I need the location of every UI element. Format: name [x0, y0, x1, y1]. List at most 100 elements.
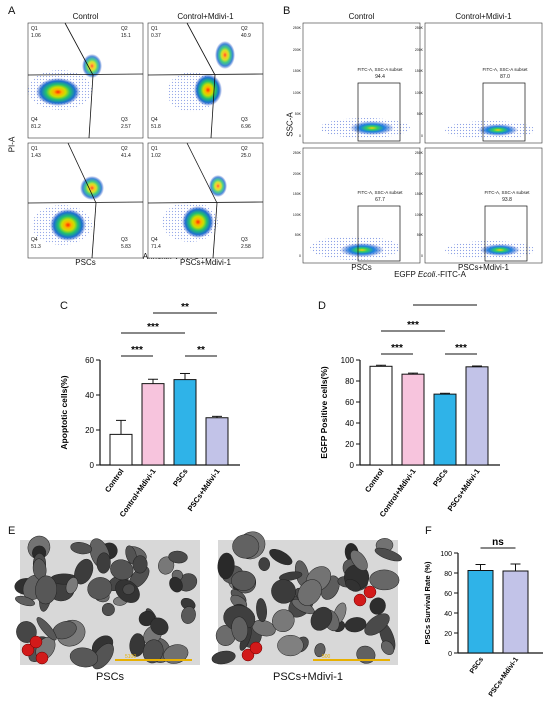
- bar: [467, 570, 494, 654]
- egfp-y-tick: 100K: [414, 90, 423, 95]
- gate-label: FITC-A, SSC-A subset: [357, 190, 403, 195]
- cell-blob: [279, 571, 303, 581]
- category-label: Control: [363, 467, 386, 494]
- category-label: PSCs: [171, 467, 190, 488]
- panel-b-xlabel: EGFP Ecoli.-FITC-A: [360, 270, 500, 279]
- cell-blob: [272, 609, 295, 633]
- red-fluorescent-cell: [29, 635, 43, 649]
- egfp-plot-title: Control: [348, 12, 375, 21]
- category-label: PSCs+Mdivi-1: [186, 467, 222, 513]
- y-tick-label: 80: [345, 377, 354, 386]
- bar: [465, 366, 489, 466]
- quadrant-q1-value: 1.43: [31, 153, 41, 159]
- cell-blob: [271, 579, 297, 604]
- significance-label: **: [181, 302, 189, 313]
- micrograph-pscs-mdivi-label: PSCs+Mdivi-1: [273, 671, 343, 683]
- category-label: PSCs+Mdivi-1: [446, 467, 482, 513]
- red-fluorescent-cell: [353, 593, 367, 607]
- panel-b-xlabel-prefix: EGFP: [394, 270, 418, 279]
- cell-blob: [364, 613, 390, 636]
- gate-label: FITC-A, SSC-A subset: [484, 190, 530, 195]
- egfp-y-tick: 50K: [294, 112, 301, 117]
- cell-blob: [231, 570, 256, 591]
- cell-blob: [87, 577, 113, 600]
- cell-blob: [36, 617, 57, 641]
- cell-blob: [369, 569, 400, 591]
- cell-blob: [15, 595, 35, 607]
- cell-blob: [380, 640, 395, 655]
- y-tick-label: 100: [341, 356, 355, 365]
- y-tick-label: 20: [444, 631, 452, 638]
- cell-blob: [101, 602, 115, 617]
- egfp-y-tick: 150K: [292, 69, 301, 74]
- quadrant-q4-value: 81.2: [31, 124, 41, 130]
- red-fluorescent-cell: [241, 648, 255, 662]
- cell-blob: [256, 598, 267, 622]
- annexin-plot-title: Control+Mdivi-1: [177, 12, 234, 21]
- egfp-y-tick: 0: [421, 254, 423, 258]
- cell-blob: [132, 555, 148, 574]
- micrograph-pscs: [14, 535, 200, 670]
- quadrant-q1-name: Q1: [151, 146, 158, 152]
- egfp-y-tick: 0: [421, 134, 423, 138]
- quadrant-q4-name: Q4: [31, 237, 38, 243]
- cell-blob: [314, 643, 326, 658]
- gate-value: 67.7: [375, 197, 385, 203]
- panel-letter-d: D: [318, 300, 326, 312]
- cell-blob: [217, 552, 235, 580]
- egfp-plot-bottom-label: PSCs+Mdivi-1: [458, 263, 509, 272]
- gate-label: FITC-A, SSC-A subset: [482, 67, 528, 72]
- y-tick-label: 40: [444, 611, 452, 618]
- red-fluorescent-cell: [35, 651, 49, 665]
- cell-blob: [211, 650, 236, 665]
- quadrant-q1-value: 1.06: [31, 33, 41, 39]
- y-tick-label: 0: [350, 461, 355, 470]
- y-tick-label: 100: [440, 551, 452, 558]
- cell-blob: [35, 575, 58, 605]
- cell-blob: [169, 576, 183, 593]
- cell-blob: [69, 647, 99, 668]
- bar: [401, 373, 425, 466]
- red-fluorescent-cell: [21, 643, 35, 657]
- panel-letter-f: F: [425, 525, 432, 537]
- scalebar-right-label: 500: [322, 654, 331, 660]
- cell-blob: [350, 550, 368, 571]
- quadrant-q3-name: Q3: [241, 117, 248, 123]
- cell-blob: [344, 617, 367, 633]
- y-tick-label: 60: [85, 356, 94, 365]
- quadrant-q3-value: 5.83: [121, 244, 131, 250]
- significance-label: **: [197, 345, 205, 356]
- red-fluorescent-cell: [249, 641, 263, 655]
- quadrant-q4-value: 71.4: [151, 244, 161, 250]
- significance-label: ***: [391, 343, 403, 354]
- y-tick-label: 60: [444, 591, 452, 598]
- egfp-y-tick: 250K: [414, 151, 423, 155]
- egfp-y-tick: 200K: [414, 47, 423, 52]
- egfp-y-tick: 200K: [292, 47, 301, 52]
- quadrant-q1-name: Q1: [31, 146, 38, 152]
- egfp-y-tick: 50K: [294, 233, 301, 238]
- annexin-plot-pscs-mdivi: [147, 142, 264, 259]
- y-tick-label: 60: [345, 398, 354, 407]
- cell-blob: [91, 643, 114, 670]
- quadrant-q1-name: Q1: [151, 26, 158, 32]
- y-tick-label: 80: [444, 571, 452, 578]
- quadrant-q3-name: Q3: [121, 237, 128, 243]
- quadrant-q3-value: 2.58: [241, 244, 251, 250]
- panel-b-xlabel-italic: Ecoli: [417, 270, 436, 279]
- quadrant-q4-name: Q4: [31, 117, 38, 123]
- panel-letter-e: E: [8, 525, 16, 537]
- cell-blob: [96, 552, 111, 574]
- y-axis-label: Apoptotic cells(%): [59, 375, 69, 449]
- egfp-plot-pscs: [302, 147, 421, 264]
- cell-blob: [297, 579, 322, 606]
- category-label: Control: [103, 467, 126, 494]
- quadrant-q3-name: Q3: [121, 117, 128, 123]
- panel-letter-a: A: [8, 5, 16, 17]
- annexin-plot-bottom-label: PSCs: [75, 258, 96, 267]
- bar: [173, 379, 197, 466]
- significance-label: ***: [131, 345, 143, 356]
- cell-blob: [269, 548, 293, 566]
- egfp-y-tick: 250K: [292, 26, 301, 30]
